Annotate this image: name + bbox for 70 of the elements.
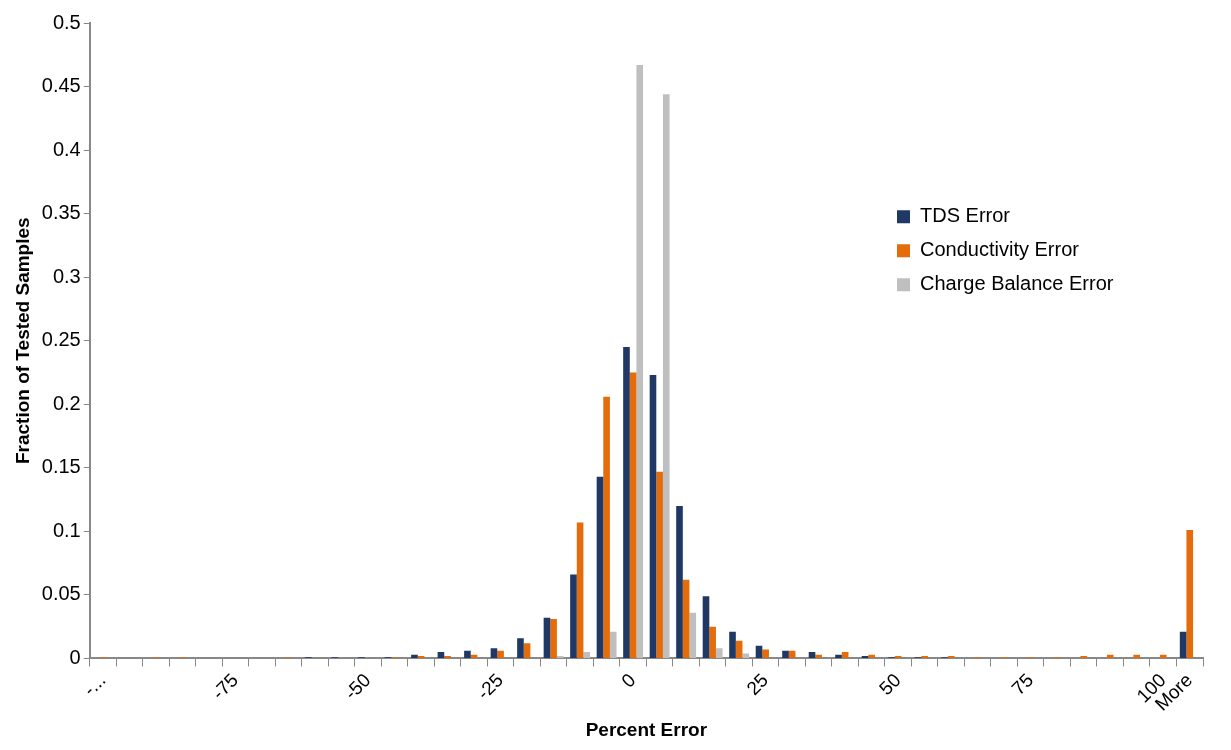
x-axis-title: Percent Error xyxy=(585,718,708,740)
y-tick-label: 0.5 xyxy=(52,10,81,33)
bar xyxy=(868,654,875,658)
bar xyxy=(921,655,928,658)
legend-label: TDS Error xyxy=(920,204,1011,227)
y-tick-label: 0.45 xyxy=(41,74,81,97)
x-tick-label: 0 xyxy=(617,669,640,692)
bar xyxy=(517,638,524,658)
bar xyxy=(497,650,504,658)
bar xyxy=(1133,654,1141,658)
legend-label: Charge Balance Error xyxy=(920,272,1114,295)
bar xyxy=(709,626,716,658)
bar xyxy=(437,652,445,658)
y-tick-label: 0.2 xyxy=(52,391,81,414)
x-tick-label: -75 xyxy=(207,669,243,704)
bar xyxy=(729,631,736,658)
bar xyxy=(808,652,816,658)
bar xyxy=(636,64,644,658)
bar xyxy=(649,375,657,658)
bar xyxy=(550,619,557,658)
bar xyxy=(556,655,564,658)
bar xyxy=(1080,655,1088,658)
bar xyxy=(603,396,610,658)
bar xyxy=(576,522,584,658)
x-tick-label: -50 xyxy=(340,669,375,704)
bar xyxy=(782,650,789,658)
y-tick-label: 0.35 xyxy=(41,201,81,224)
x-tick-label: 25 xyxy=(742,669,773,700)
x-tick-label: -25 xyxy=(472,669,508,704)
y-tick-label: 0.1 xyxy=(52,518,81,541)
bar xyxy=(762,649,769,658)
bar xyxy=(841,652,849,658)
y-tick-label: 0.05 xyxy=(41,582,81,605)
bar xyxy=(947,655,955,658)
bar xyxy=(596,476,604,658)
bar xyxy=(623,347,630,658)
x-tick-label: -... xyxy=(78,669,110,700)
bar xyxy=(715,648,723,658)
y-tick-label: 0 xyxy=(69,645,81,668)
bar xyxy=(411,654,418,658)
y-tick-label: 0.25 xyxy=(41,328,81,351)
bar xyxy=(543,617,551,658)
bar xyxy=(1179,631,1187,658)
x-tick-label: 50 xyxy=(874,669,905,700)
bar xyxy=(676,505,683,658)
legend-label: Conductivity Error xyxy=(920,238,1080,261)
bar xyxy=(815,654,822,658)
bar xyxy=(490,648,498,658)
bar xyxy=(682,579,690,658)
bar xyxy=(835,654,842,658)
bar xyxy=(629,372,637,658)
bar xyxy=(656,471,663,658)
y-tick-label: 0.3 xyxy=(52,264,81,287)
y-tick-label: 0.4 xyxy=(52,137,81,160)
bar xyxy=(689,612,697,658)
bar xyxy=(523,643,531,658)
bar xyxy=(444,655,451,658)
bar xyxy=(742,653,750,658)
y-tick-label: 0.15 xyxy=(41,455,81,478)
bar xyxy=(583,652,591,658)
bar xyxy=(570,574,577,658)
bar xyxy=(702,596,710,658)
bar xyxy=(1159,654,1167,658)
bar xyxy=(464,650,471,658)
bar xyxy=(662,94,670,658)
x-tick-label: 75 xyxy=(1007,669,1038,700)
y-axis-title: Fraction of Tested Samples xyxy=(11,217,33,465)
bar xyxy=(1186,530,1194,658)
bar xyxy=(1106,654,1114,658)
bar xyxy=(609,631,617,658)
